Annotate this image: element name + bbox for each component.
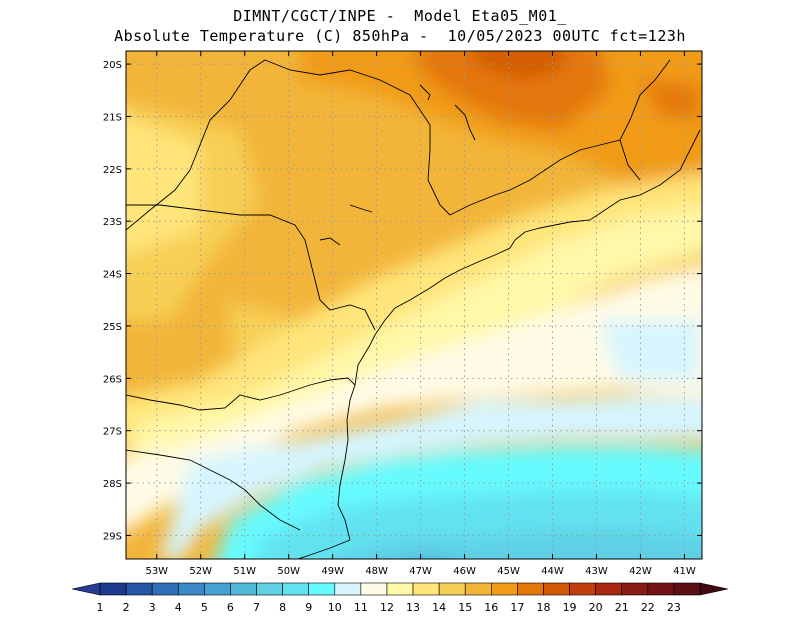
- colorbar-swatch: [256, 582, 283, 596]
- colorbar-swatch: [334, 582, 362, 596]
- map-frame: [125, 50, 703, 560]
- colorbar-swatch: [621, 582, 649, 596]
- colorbar-label: 4: [175, 601, 182, 614]
- lat-label: 21S: [103, 112, 122, 123]
- colorbar-swatch: [99, 582, 127, 596]
- lat-label: 28S: [103, 479, 122, 490]
- colorbar-swatch: [386, 582, 414, 596]
- colorbar-swatch: [491, 582, 518, 596]
- colorbar-swatch: [595, 582, 623, 596]
- colorbar-label: 22: [641, 601, 655, 614]
- colorbar-label: 17: [510, 601, 524, 614]
- colorbar-swatch: [360, 582, 388, 596]
- colorbar-swatch: [204, 582, 231, 596]
- chart-title-line1: DIMNT/CGCT/INPE - Model Eta05_M01_: [233, 7, 567, 25]
- colorbar-label: 7: [253, 601, 260, 614]
- colorbar-over-arrow: [699, 582, 729, 596]
- colorbar-swatch: [517, 582, 544, 596]
- colorbar-label: 8: [279, 601, 286, 614]
- lon-label: 43W: [585, 566, 608, 577]
- colorbar-label: 18: [536, 601, 550, 614]
- colorbar-label: 23: [667, 601, 681, 614]
- colorbar-label: 11: [354, 601, 368, 614]
- colorbar-swatch: [464, 582, 492, 596]
- colorbar-label: 2: [123, 601, 130, 614]
- colorbar-label: 10: [328, 601, 342, 614]
- colorbar-swatch: [308, 582, 336, 596]
- colorbar-swatch: [151, 582, 179, 596]
- lon-label: 50W: [277, 566, 300, 577]
- lat-label: 24S: [103, 270, 122, 281]
- colorbar-swatch: [282, 582, 309, 596]
- colorbar: 1 2 3 4 5 6 7 8 9 10 11 12 13 14 15 16 17 18 19 20 21 22 23: [71, 582, 729, 614]
- colorbar-swatch: [125, 582, 153, 596]
- colorbar-label: 12: [380, 601, 394, 614]
- colorbar-label: 5: [201, 601, 208, 614]
- colorbar-under-arrow: [71, 582, 101, 596]
- lat-label: 20S: [103, 60, 122, 71]
- colorbar-label: 3: [149, 601, 156, 614]
- lon-label: 47W: [409, 566, 432, 577]
- lon-label: 42W: [629, 566, 652, 577]
- colorbar-label: 21: [615, 601, 629, 614]
- lon-label: 45W: [497, 566, 520, 577]
- colorbar-swatch: [569, 582, 596, 596]
- colorbar-label: 19: [563, 601, 577, 614]
- lon-label: 49W: [321, 566, 344, 577]
- lon-label: 44W: [541, 566, 564, 577]
- lat-label: 26S: [103, 374, 122, 385]
- temperature-field: [126, 51, 702, 559]
- lat-label: 29S: [103, 531, 122, 542]
- colorbar-swatch: [543, 582, 570, 596]
- lat-label: 23S: [103, 217, 122, 228]
- colorbar-swatch: [673, 582, 701, 596]
- lon-label: 51W: [233, 566, 256, 577]
- lat-lon-grid: [126, 51, 702, 559]
- colorbar-swatch: [412, 582, 440, 596]
- colorbar-swatch: [647, 582, 675, 596]
- colorbar-label: 16: [484, 601, 498, 614]
- latitude-labels: 20S 21S 22S 23S 24S 25S 26S 27S 28S 29S: [103, 60, 702, 542]
- colorbar-swatch: [177, 582, 205, 596]
- colorbar-swatch: [438, 582, 466, 596]
- colorbar-swatch: [230, 582, 257, 596]
- colorbar-label: 15: [458, 601, 472, 614]
- colorbar-label: 1: [97, 601, 104, 614]
- lat-label: 25S: [103, 322, 122, 333]
- colorbar-label: 13: [406, 601, 420, 614]
- colorbar-label: 6: [227, 601, 234, 614]
- lon-label: 41W: [673, 566, 696, 577]
- lon-label: 53W: [145, 566, 168, 577]
- colorbar-label: 9: [305, 601, 312, 614]
- lon-label: 52W: [189, 566, 212, 577]
- lon-label: 48W: [365, 566, 388, 577]
- lat-label: 22S: [103, 165, 122, 176]
- lon-label: 46W: [453, 566, 476, 577]
- chart-title-line2: Absolute Temperature (C) 850hPa - 10/05/…: [114, 27, 686, 45]
- coastline-and-borders: [126, 59, 701, 559]
- lat-label: 27S: [103, 427, 122, 438]
- colorbar-label: 14: [432, 601, 446, 614]
- colorbar-label: 20: [589, 601, 603, 614]
- longitude-labels: 53W 52W 51W 50W 49W 48W 47W 46W 45W 44W 43W 42W 41W: [145, 51, 696, 577]
